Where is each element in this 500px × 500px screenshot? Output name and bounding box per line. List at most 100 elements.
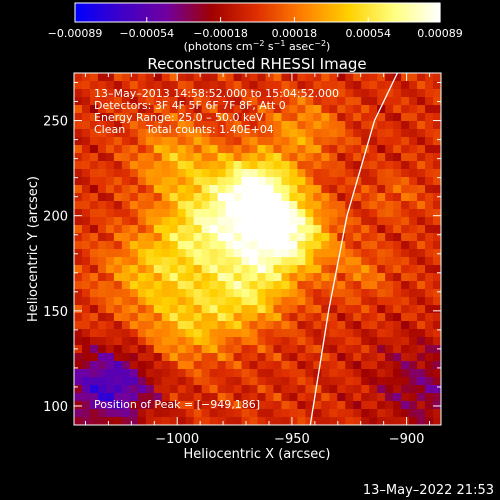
- heatmap-cell: [345, 169, 354, 178]
- heatmap-cell: [361, 257, 370, 266]
- heatmap-cell: [265, 81, 274, 90]
- heatmap-cell: [393, 73, 402, 82]
- heatmap-cell: [353, 345, 362, 354]
- heatmap-cell: [169, 337, 179, 346]
- heatmap-cell: [169, 81, 179, 90]
- heatmap-cell: [241, 249, 251, 258]
- heatmap-cell: [105, 409, 115, 418]
- heatmap-cell: [409, 265, 418, 274]
- heatmap-cell: [201, 217, 211, 226]
- colorbar-swatch: [367, 3, 371, 22]
- heatmap-cell: [113, 241, 123, 250]
- heatmap-cell: [433, 137, 442, 146]
- heatmap-cell: [249, 337, 258, 346]
- heatmap-cell: [201, 177, 211, 186]
- heatmap-cell: [74, 257, 83, 266]
- heatmap-cell: [169, 129, 179, 138]
- heatmap-cell: [121, 73, 131, 82]
- colorbar-swatch: [184, 3, 189, 22]
- heatmap-cell: [137, 121, 147, 130]
- heatmap-cell: [105, 281, 115, 290]
- heatmap-cell: [121, 305, 131, 314]
- heatmap-cell: [409, 233, 418, 242]
- heatmap-cell: [329, 353, 338, 362]
- heatmap-cell: [409, 169, 418, 178]
- heatmap-cell: [265, 313, 274, 322]
- heatmap-cell: [289, 169, 298, 178]
- heatmap-cell: [145, 313, 155, 322]
- heatmap-cell: [345, 225, 354, 234]
- heatmap-cell: [433, 193, 442, 202]
- colorbar-swatch: [287, 3, 292, 22]
- heatmap-cell: [249, 409, 258, 418]
- heatmap-cell: [74, 385, 83, 394]
- heatmap-cell: [217, 185, 227, 194]
- heatmap-cell: [417, 369, 426, 378]
- heatmap-cell: [265, 233, 274, 242]
- heatmap-cell: [345, 185, 354, 194]
- heatmap-cell: [233, 169, 243, 178]
- heatmap-cell: [401, 121, 410, 130]
- heatmap-cell: [345, 393, 354, 402]
- heatmap-cell: [81, 105, 91, 114]
- heatmap-cell: [425, 185, 434, 194]
- colorbar-swatch: [436, 3, 441, 22]
- colorbar-swatch: [376, 3, 380, 22]
- y-tick-label: 250: [43, 115, 68, 130]
- heatmap-cell: [289, 145, 298, 154]
- heatmap-cell: [313, 281, 322, 290]
- heatmap-cell: [105, 105, 115, 114]
- heatmap-cell: [377, 201, 386, 210]
- heatmap-cell: [129, 89, 139, 98]
- heatmap-cell: [361, 329, 370, 338]
- heatmap-cell: [249, 385, 258, 394]
- heatmap-cell: [89, 241, 99, 250]
- heatmap-cell: [161, 89, 171, 98]
- heatmap-cell: [185, 281, 195, 290]
- heatmap-cell: [233, 337, 243, 346]
- heatmap-cell: [353, 337, 362, 346]
- heatmap-cell: [129, 177, 139, 186]
- heatmap-cell: [313, 177, 322, 186]
- colorbar-swatch: [385, 3, 389, 22]
- heatmap-cell: [313, 273, 322, 282]
- heatmap-cell: [201, 305, 211, 314]
- heatmap-cell: [177, 297, 187, 306]
- heatmap-cell: [209, 257, 219, 266]
- heatmap-cell: [97, 97, 107, 106]
- heatmap-cell: [201, 209, 211, 218]
- heatmap-cell: [145, 249, 155, 258]
- heatmap-cell: [89, 233, 99, 242]
- heatmap-cell: [169, 153, 179, 162]
- heatmap-cell: [433, 257, 442, 266]
- heatmap-cell: [409, 121, 418, 130]
- heatmap-cell: [153, 193, 163, 202]
- heatmap-cell: [321, 409, 330, 418]
- heatmap-cell: [361, 273, 370, 282]
- heatmap-cell: [433, 233, 442, 242]
- heatmap-cell: [401, 393, 410, 402]
- heatmap-cell: [81, 121, 91, 130]
- heatmap-cell: [345, 289, 354, 298]
- heatmap-cell: [153, 153, 163, 162]
- heatmap-cell: [97, 145, 107, 154]
- heatmap-cell: [401, 369, 410, 378]
- heatmap-cell: [353, 105, 362, 114]
- heatmap-cell: [161, 185, 171, 194]
- colorbar-swatch: [214, 3, 219, 22]
- heatmap-cell: [281, 305, 290, 314]
- heatmap-cell: [345, 385, 354, 394]
- heatmap-cell: [337, 321, 346, 330]
- heatmap-cell: [393, 369, 402, 378]
- heatmap-cell: [289, 265, 298, 274]
- heatmap-cell: [361, 265, 370, 274]
- heatmap-cell: [265, 361, 274, 370]
- heatmap-cell: [377, 305, 386, 314]
- heatmap-cell: [113, 97, 123, 106]
- heatmap-cell: [81, 345, 91, 354]
- heatmap-cell: [273, 393, 282, 402]
- heatmap-cell: [321, 361, 330, 370]
- heatmap-cell: [345, 353, 354, 362]
- heatmap-cell: [74, 377, 83, 386]
- heatmap-cell: [153, 417, 163, 426]
